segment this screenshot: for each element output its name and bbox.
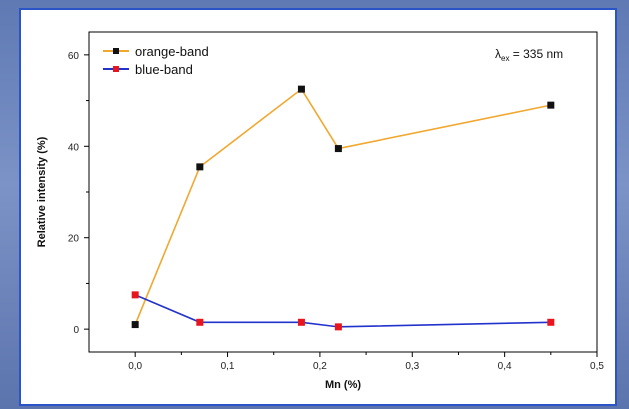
data-point-orange-band (547, 101, 555, 109)
series-line-orange-band (134, 87, 551, 325)
x-tick-label: 0,0 (128, 361, 142, 372)
legend-blue-band-label: blue-band (135, 62, 193, 77)
chart-panel: 0,0 0,1 0,2 0,3 0,4 0,5 0 20 40 60 Mn (%) Relativ… (19, 8, 617, 406)
axis-ticks: 0,0 0,1 0,2 0,3 0,4 0,5 0 20 40 60 (68, 51, 605, 372)
data-point-blue-band (196, 318, 204, 326)
lambda-symbol: λ (495, 47, 501, 61)
data-point-orange-band (334, 145, 342, 153)
x-axis-title: Mn (%) (325, 379, 361, 391)
x-tick-label: 0,4 (498, 361, 512, 372)
data-point-blue-band (131, 291, 139, 299)
wavelength-value: = 335 nm (509, 47, 563, 61)
data-point-orange-band (131, 321, 139, 329)
x-tick-label: 0,2 (313, 361, 327, 372)
series-layer (131, 85, 555, 331)
data-point-blue-band (297, 318, 305, 326)
data-point-orange-band (297, 85, 305, 93)
plot-area (88, 31, 598, 353)
data-point-blue-band (334, 323, 342, 331)
legend: orange-band blue-band (103, 44, 209, 77)
y-tick-label: 60 (68, 51, 80, 62)
x-tick-label: 0,3 (405, 361, 419, 372)
data-point-blue-band (547, 318, 555, 326)
x-tick-label: 0,5 (590, 361, 604, 372)
excitation-wavelength-annotation: λex = 335 nm (495, 47, 563, 63)
lambda-subscript: ex (501, 54, 509, 63)
legend-orange-band-marker (113, 48, 119, 54)
data-point-orange-band (196, 163, 204, 171)
legend-blue-band-marker (113, 66, 119, 72)
plot-axes (88, 31, 598, 353)
y-tick-label: 20 (68, 234, 80, 245)
x-tick-label: 0,1 (221, 361, 235, 372)
line-chart: 0,0 0,1 0,2 0,3 0,4 0,5 0 20 40 60 Mn (%) Relativ… (36, 31, 605, 391)
y-tick-label: 40 (68, 142, 80, 153)
legend-orange-band-label: orange-band (135, 44, 209, 59)
y-tick-label: 0 (73, 325, 79, 336)
y-axis-title: Relative intensity (%) (36, 136, 48, 247)
